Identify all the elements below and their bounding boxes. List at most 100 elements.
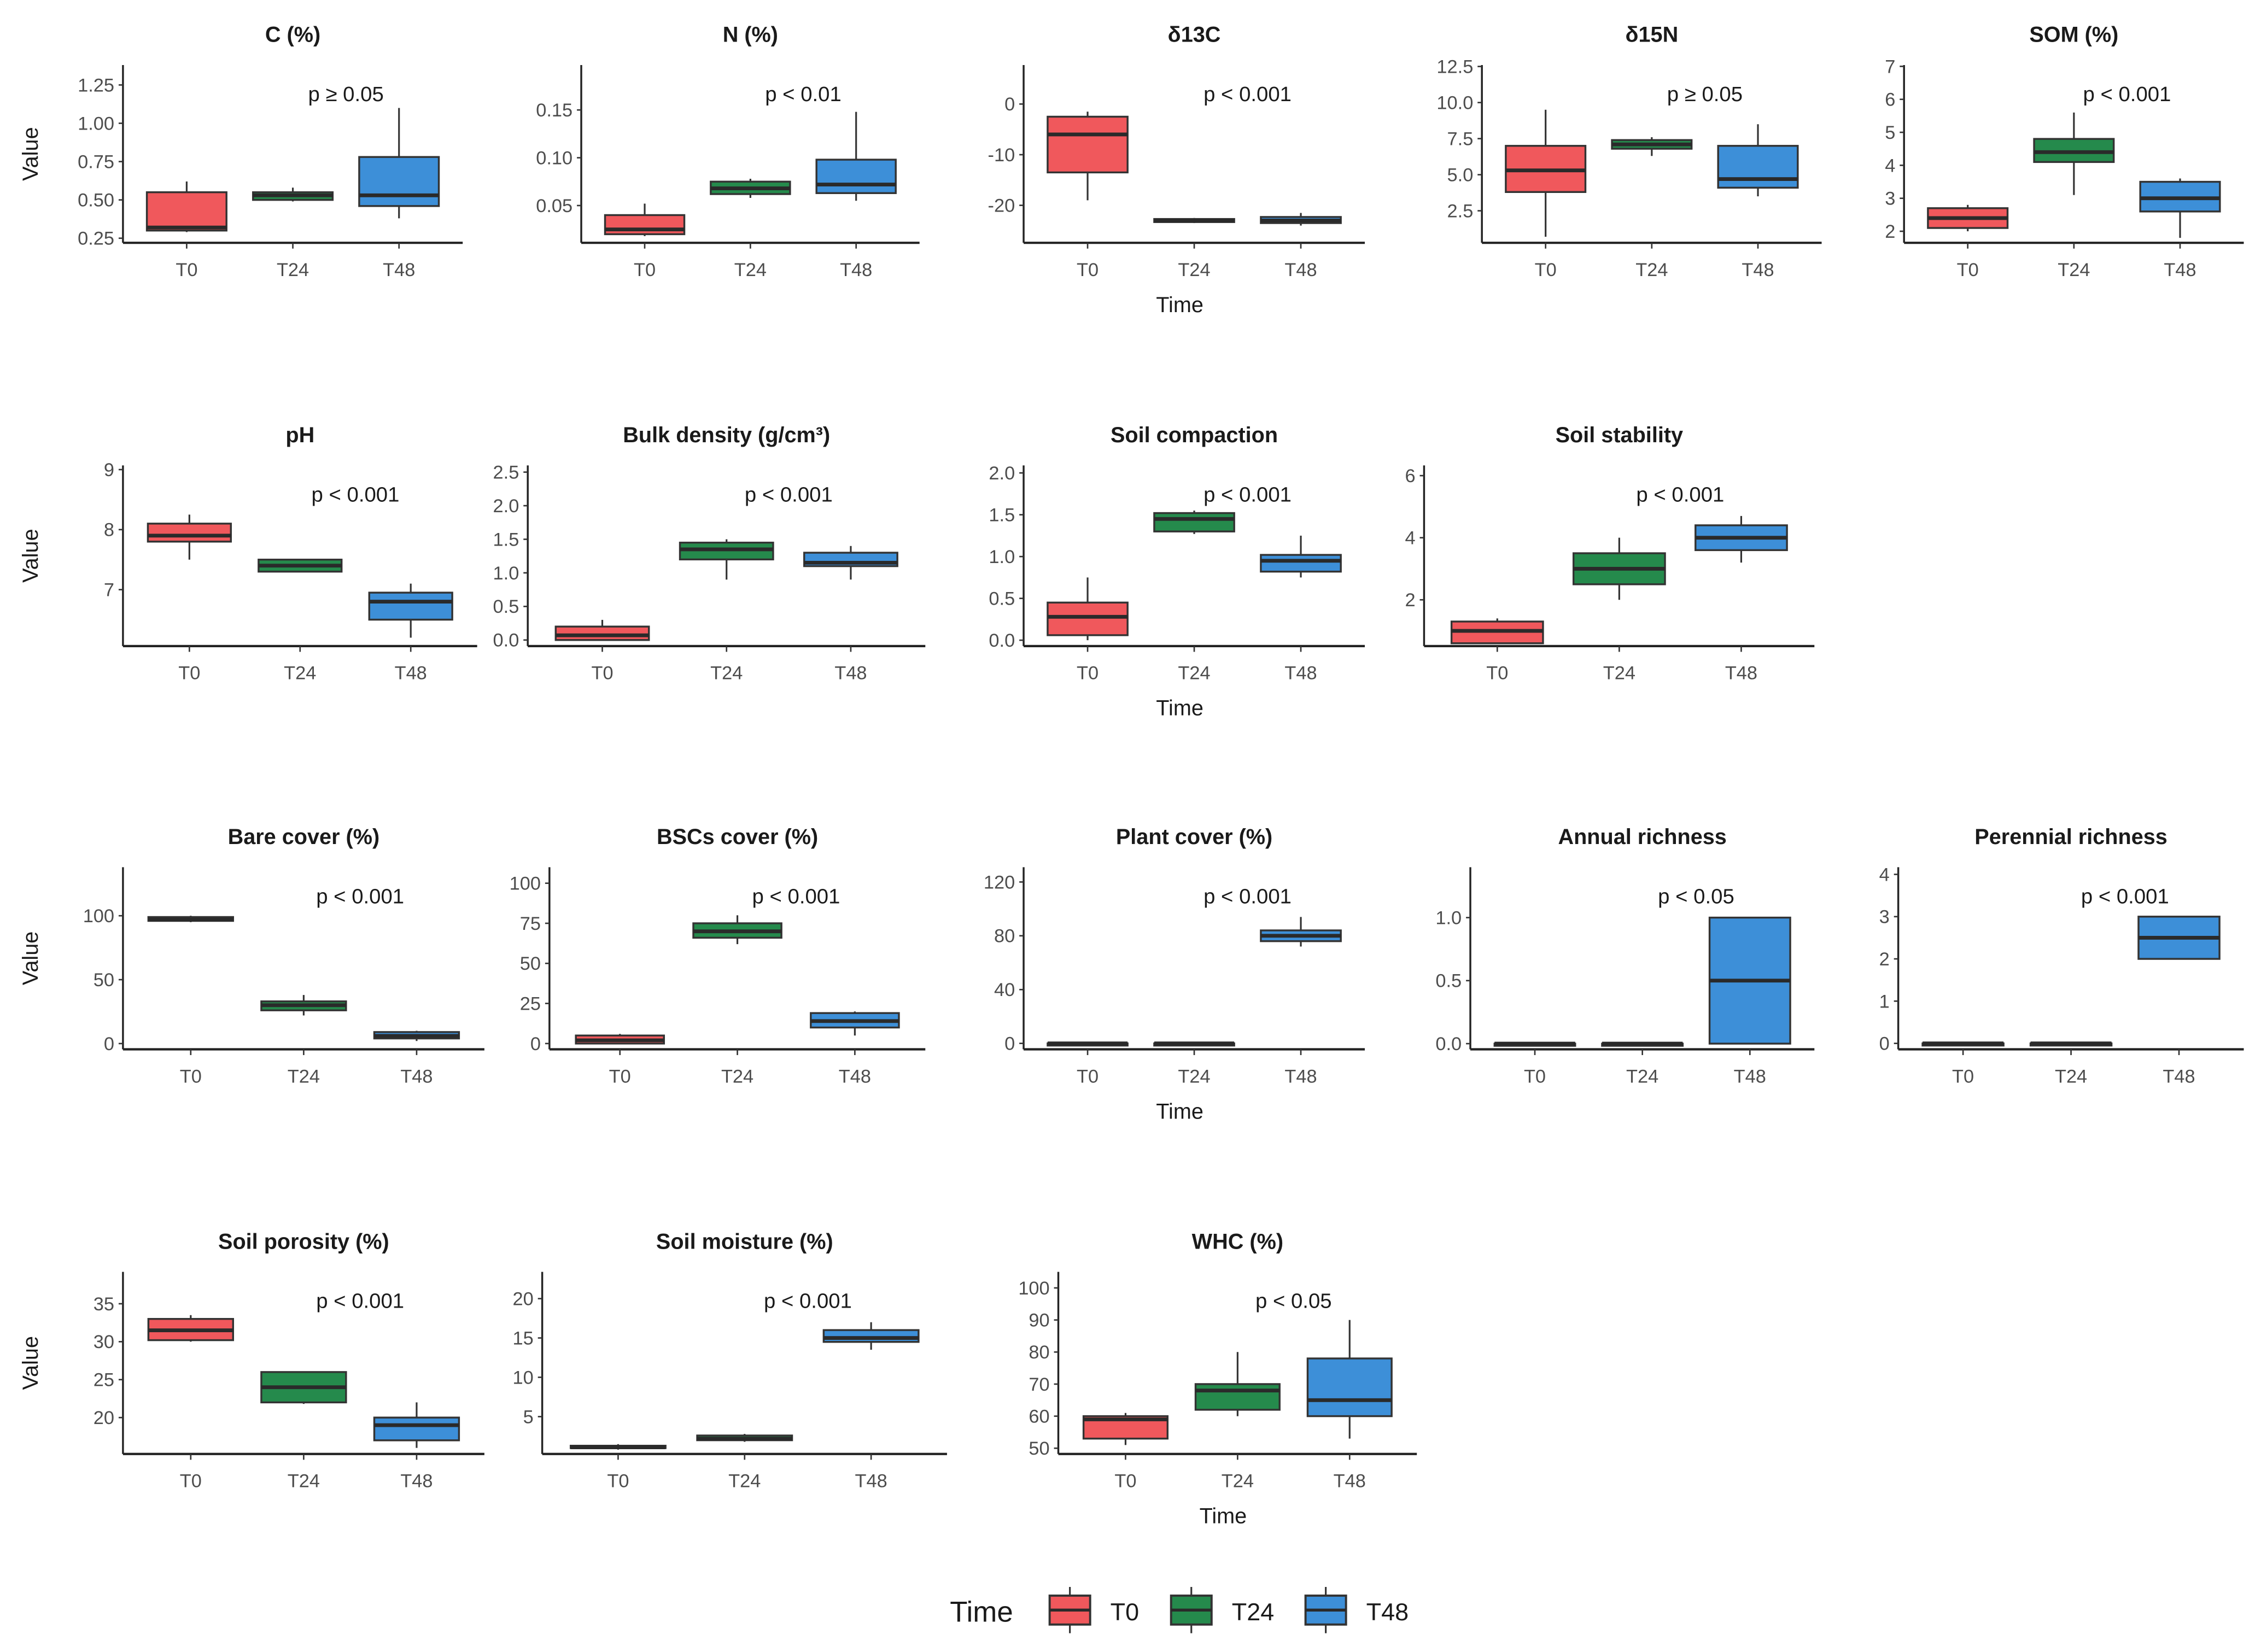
legend-label: T0 <box>1111 1598 1139 1626</box>
box-T0 <box>1493 1041 1576 1047</box>
x-tick-label: T0 <box>1114 1471 1136 1492</box>
x-tick-label: T48 <box>839 1066 871 1087</box>
y-tick-label: 9 <box>104 460 114 481</box>
box-iqr <box>368 591 453 621</box>
box-T0 <box>575 1034 665 1045</box>
box-T24 <box>1194 1352 1281 1416</box>
panel-11: BSCs cover (%) 0 25 50 75 100 T0 T24 T48 p < 0.00… <box>510 825 926 1087</box>
box-iqr <box>554 625 650 641</box>
x-tick-label: T0 <box>1077 260 1099 280</box>
legend-item-T0: T0 <box>1048 1587 1139 1633</box>
panel-13: Annual richness 0.0 0.5 1.0 T0 T24 T48 p < 0.05 <box>1435 825 1815 1087</box>
box-T24 <box>252 188 334 202</box>
panel-6: pH 7 8 9 T0 T24 T48 p < 0.001 Value <box>19 423 477 684</box>
y-tick-label: 1.00 <box>78 113 114 134</box>
y-tick-label: 0.5 <box>989 589 1015 610</box>
panel-title: Bulk density (g/cm³) <box>623 423 830 447</box>
x-tick-label: T0 <box>1524 1066 1546 1087</box>
x-tick-label: T0 <box>180 1471 202 1492</box>
y-tick-label: 120 <box>984 872 1015 893</box>
box-T24 <box>1601 1041 1684 1047</box>
y-tick-label: 0.75 <box>78 151 114 172</box>
p-value-annotation: p < 0.001 <box>316 1290 404 1313</box>
box-T48 <box>822 1322 920 1350</box>
box-T0 <box>569 1444 667 1450</box>
x-tick-label: T48 <box>1284 260 1317 280</box>
x-axis-title: Time <box>1156 293 1203 317</box>
box-T48 <box>1695 515 1788 563</box>
x-axis-title: Time <box>1156 696 1203 720</box>
box-T0 <box>1047 112 1129 201</box>
box-T48 <box>373 1030 460 1041</box>
y-tick-label: 50 <box>94 970 114 991</box>
x-tick-label: T48 <box>1284 663 1317 684</box>
box-iqr <box>1260 554 1342 573</box>
y-tick-label: 35 <box>94 1294 114 1315</box>
y-tick-label: 2 <box>1885 221 1895 242</box>
box-T48 <box>2137 916 2221 960</box>
box-T24 <box>696 1434 793 1442</box>
y-tick-label: 80 <box>1029 1342 1049 1363</box>
panel-4: δ15N 2.5 5.0 7.5 10.0 12.5 T0 T24 T48 p ≥ 0.05 <box>1436 23 1822 280</box>
panel-title: Annual richness <box>1558 825 1726 849</box>
box-T0 <box>1505 109 1587 237</box>
panel-title: C (%) <box>265 23 320 47</box>
y-tick-label: 60 <box>1029 1406 1049 1427</box>
y-tick-label: 0.05 <box>536 196 572 216</box>
x-tick-label: T48 <box>383 260 415 280</box>
box-iqr <box>1306 1357 1393 1417</box>
y-tick-label: 0 <box>530 1034 541 1055</box>
box-T48 <box>815 112 897 201</box>
box-T24 <box>260 1371 347 1404</box>
panel-9: Soil stability 2 4 6 T0 T24 T48 p < 0.001 <box>1405 423 1815 684</box>
panel-title: δ15N <box>1625 23 1678 47</box>
panel-title: Perennial richness <box>1974 825 2167 849</box>
x-tick-label: T48 <box>840 260 872 280</box>
y-tick-label: 75 <box>520 913 541 934</box>
x-tick-label: T24 <box>728 1471 761 1492</box>
panel-title: Plant cover (%) <box>1116 825 1272 849</box>
panel-16: Soil moisture (%) 5 10 15 20 T0 T24 T48 p < 0.00… <box>513 1229 947 1492</box>
y-tick-label: 2 <box>1879 949 1890 970</box>
p-value-annotation: p < 0.001 <box>764 1290 852 1313</box>
box-T48 <box>373 1402 460 1448</box>
x-tick-label: T24 <box>284 663 316 684</box>
panel-2: N (%) 0.05 0.10 0.15 T0 T24 T48 p < 0.01 <box>536 23 920 280</box>
y-tick-label: 7 <box>104 580 114 601</box>
y-tick-label: 12.5 <box>1436 57 1473 78</box>
box-T24 <box>1153 1041 1235 1047</box>
x-tick-label: T24 <box>277 260 309 280</box>
y-tick-label: 15 <box>513 1328 534 1349</box>
panel-title: δ13C <box>1168 23 1221 47</box>
y-tick-label: 0.15 <box>536 100 572 121</box>
y-tick-label: 6 <box>1405 466 1415 487</box>
y-tick-label: 3 <box>1885 189 1895 209</box>
y-tick-label: 0.10 <box>536 148 572 168</box>
box-iqr <box>1717 145 1799 189</box>
y-tick-label: -20 <box>988 196 1015 216</box>
box-iqr <box>1047 601 1129 636</box>
box-T24 <box>1153 218 1235 224</box>
panel-7: Bulk density (g/cm³) 0.0 0.5 1.0 1.5 2.0 2.5 T0… <box>493 423 926 684</box>
x-tick-label: T48 <box>2163 1066 2195 1087</box>
y-tick-label: 20 <box>94 1408 114 1428</box>
y-tick-label: 0.0 <box>493 630 519 651</box>
box-iqr <box>1153 512 1235 532</box>
y-tick-label: 1.5 <box>493 529 519 550</box>
y-tick-label: 0 <box>1004 1034 1015 1055</box>
y-tick-label: 8 <box>104 520 114 541</box>
y-tick-label: 0.5 <box>1435 971 1462 992</box>
box-T48 <box>1260 213 1342 226</box>
x-tick-label: T48 <box>400 1066 433 1087</box>
x-axis-title: Time <box>1200 1504 1247 1528</box>
x-tick-label: T24 <box>710 663 743 684</box>
x-tick-label: T0 <box>634 260 656 280</box>
x-tick-label: T48 <box>1725 663 1757 684</box>
box-T48 <box>1717 124 1799 197</box>
x-axis-title: Time <box>1156 1099 1203 1123</box>
x-tick-label: T48 <box>1334 1471 1366 1492</box>
p-value-annotation: p < 0.05 <box>1658 884 1734 908</box>
y-tick-label: 2.0 <box>989 463 1015 484</box>
y-tick-label: 80 <box>994 926 1015 947</box>
y-tick-label: 4 <box>1879 864 1890 885</box>
